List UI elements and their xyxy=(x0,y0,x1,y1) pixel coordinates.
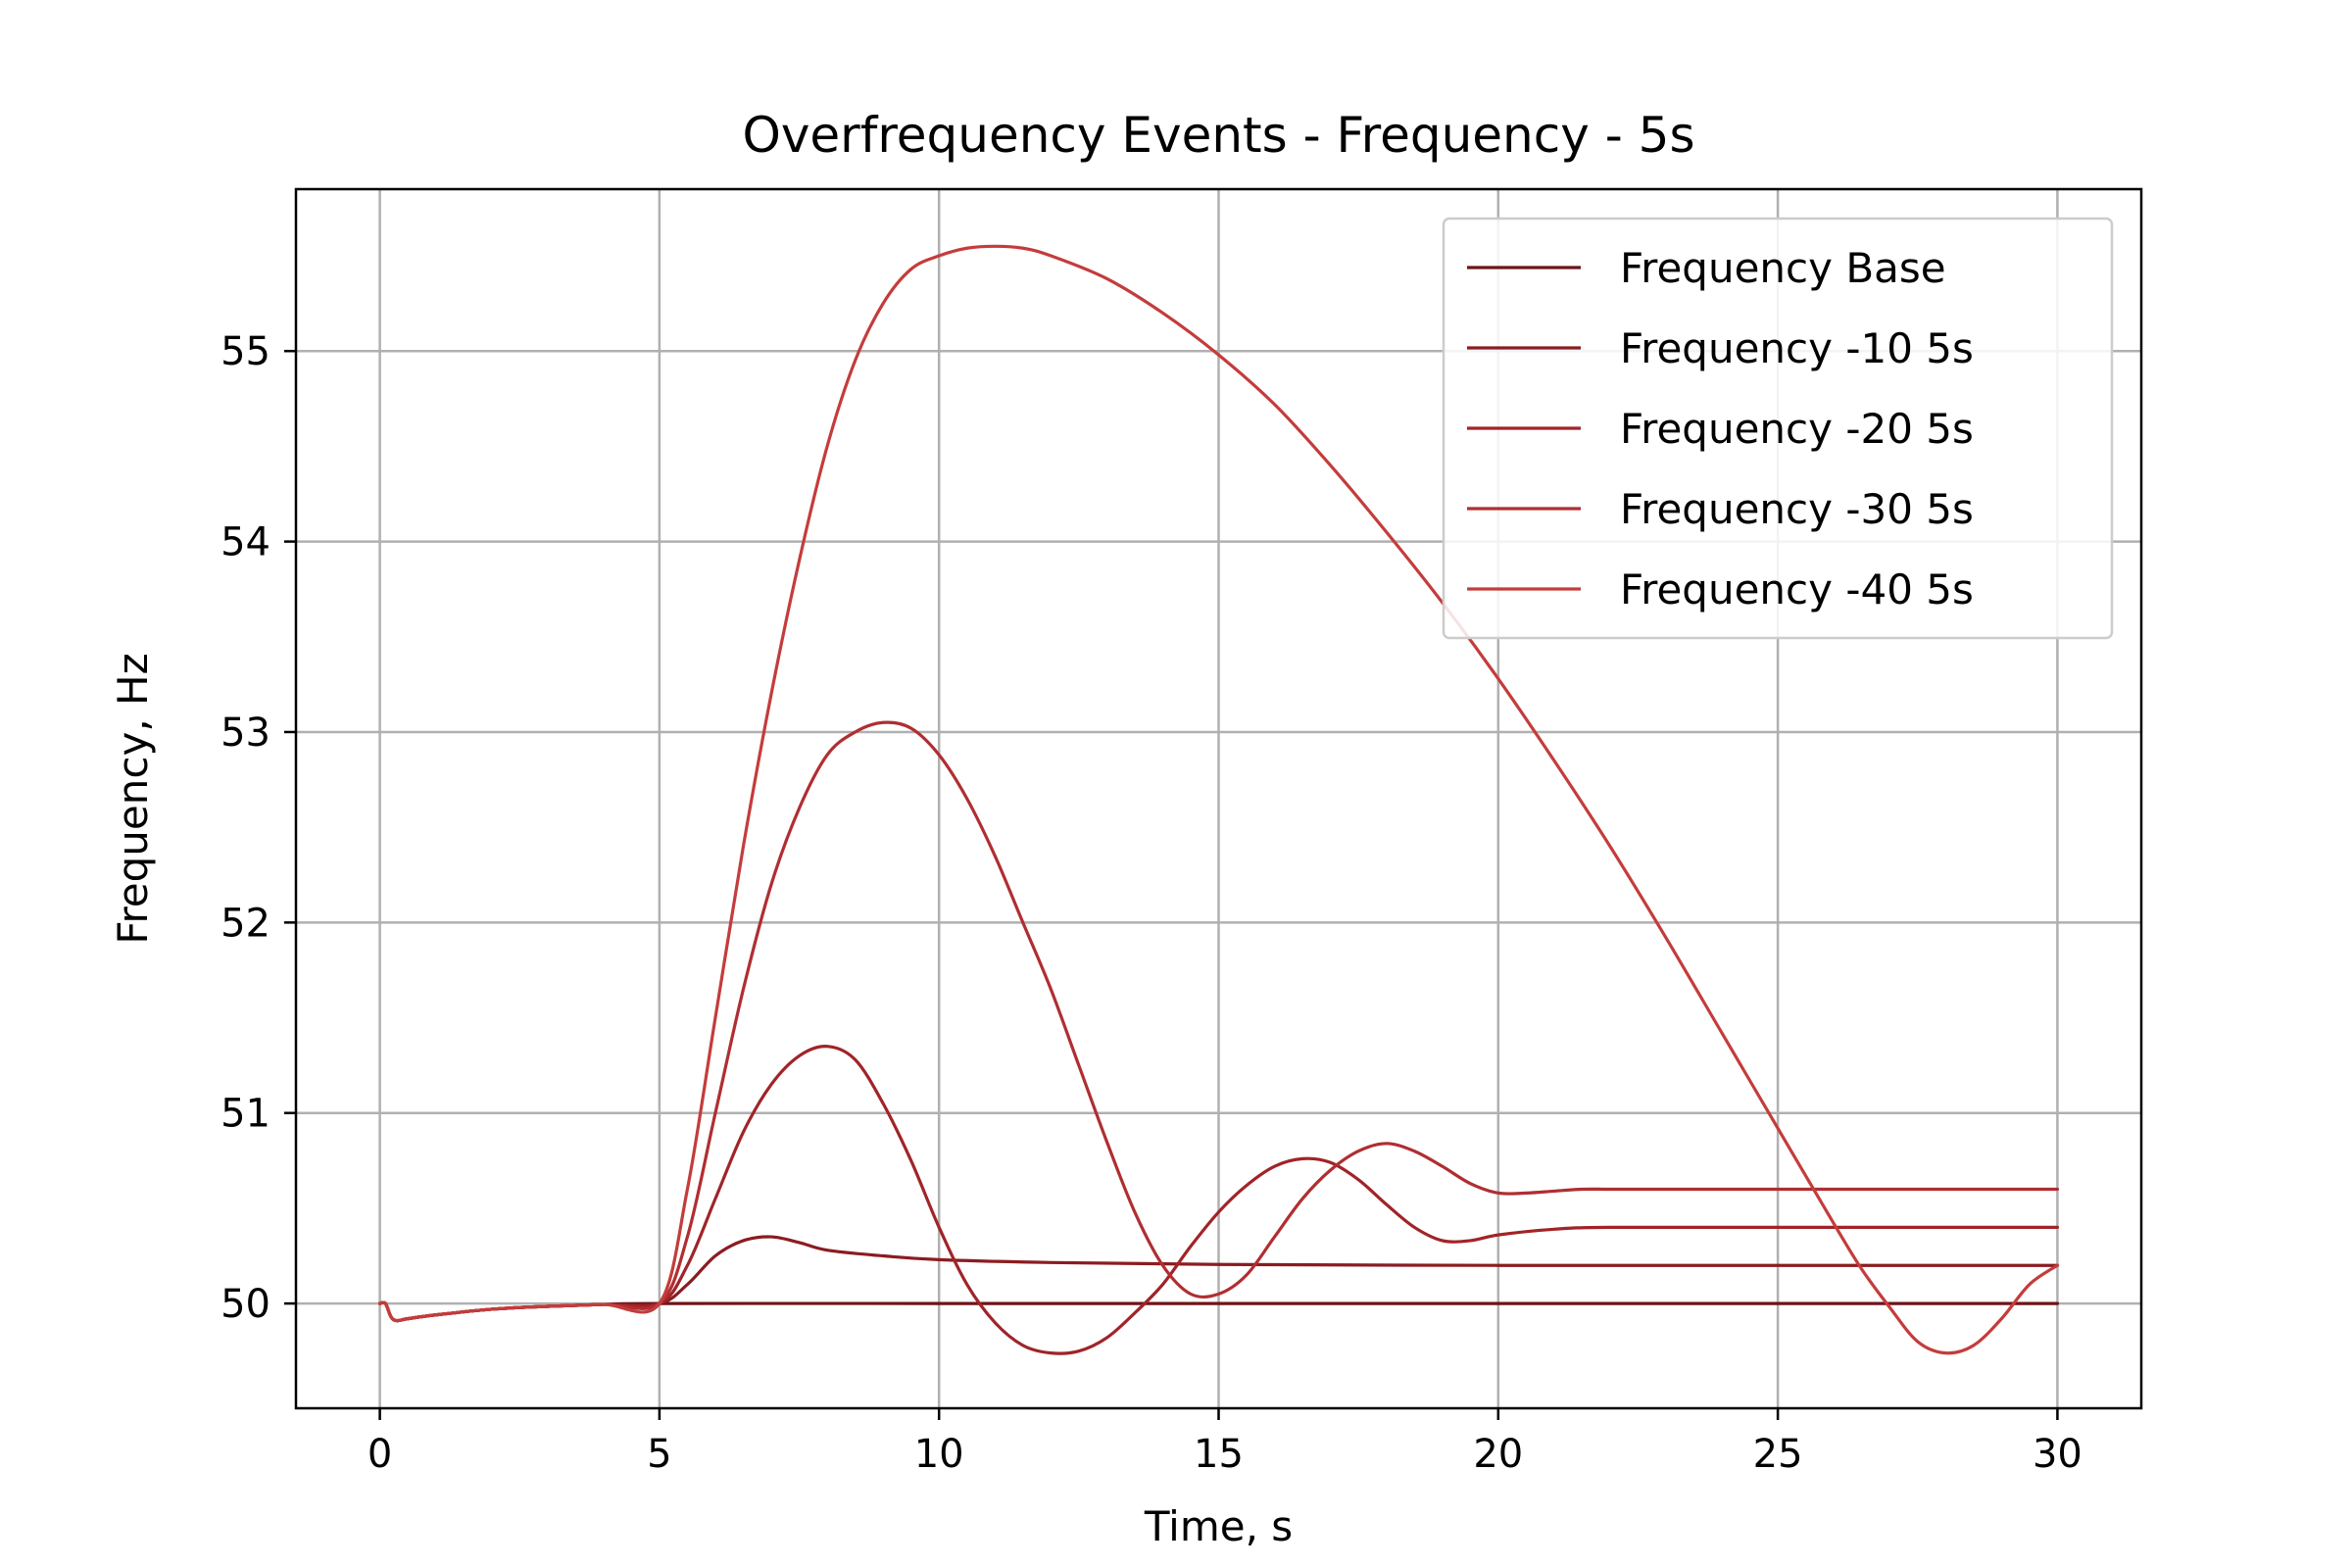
legend-box xyxy=(1442,217,2114,640)
y-tick-label: 54 xyxy=(220,520,270,565)
legend-label: Frequency -10 5s xyxy=(1620,324,1974,372)
x-tick-label: 15 xyxy=(1194,1432,1244,1477)
series-line-4 xyxy=(377,244,2060,1355)
x-tick-label: 0 xyxy=(368,1432,392,1477)
x-tick-label: 30 xyxy=(2033,1432,2082,1477)
chart-title: Overfrequency Events - Frequency - 5s xyxy=(742,107,1694,164)
tick-layer: 0 5 10 15 20 25 30 50 51 52 53 54 55 xyxy=(220,329,2082,1477)
y-axis-label: Frequency, Hz xyxy=(109,653,157,944)
legend: Frequency Base Frequency -10 5s Frequency … xyxy=(1442,217,2114,640)
x-tick-label: 25 xyxy=(1753,1432,1803,1477)
x-axis-label: Time, s xyxy=(1144,1502,1293,1550)
y-tick-label: 55 xyxy=(220,329,270,374)
y-tick-label: 50 xyxy=(220,1282,270,1327)
x-tick-label: 5 xyxy=(647,1432,671,1477)
x-tick-label: 10 xyxy=(914,1432,964,1477)
y-tick-label: 51 xyxy=(220,1092,270,1137)
legend-label: Frequency -20 5s xyxy=(1620,405,1974,453)
x-tick-label: 20 xyxy=(1473,1432,1523,1477)
legend-label: Frequency -40 5s xyxy=(1620,565,1974,613)
y-tick-label: 52 xyxy=(220,901,270,946)
y-tick-label: 53 xyxy=(220,710,270,756)
series-layer xyxy=(377,244,2060,1355)
legend-label: Frequency Base xyxy=(1620,244,1946,292)
legend-label: Frequency -30 5s xyxy=(1620,485,1974,533)
